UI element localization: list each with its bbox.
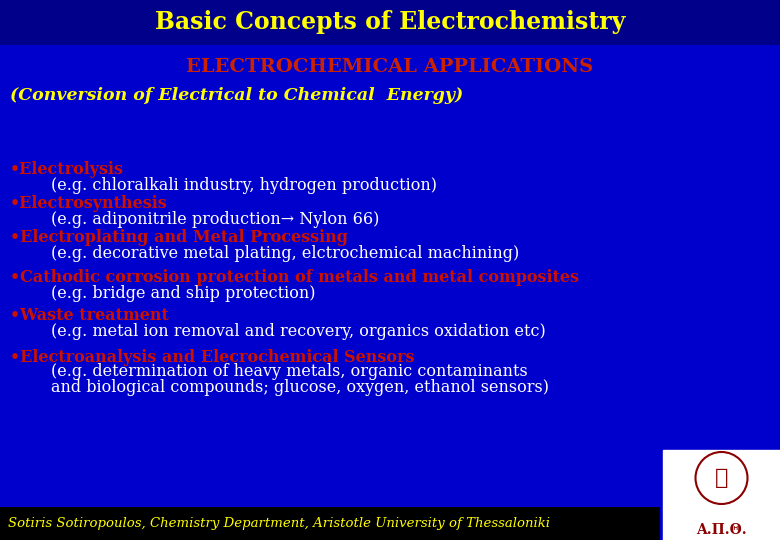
Bar <box>0 0 780 45</box>
Text: Sotiris Sotiropoulos, Chemistry Department, Aristotle University of Thessaloniki: Sotiris Sotiropoulos, Chemistry Departme… <box>8 517 550 530</box>
Text: •Waste treatment: •Waste treatment <box>10 307 169 325</box>
Circle shape <box>697 454 746 502</box>
Text: (e.g. adiponitrile production→ Nylon 66): (e.g. adiponitrile production→ Nylon 66) <box>10 212 379 228</box>
Text: •Electrosynthesis: •Electrosynthesis <box>10 195 168 213</box>
Text: (e.g. metal ion removal and recovery, organics oxidation etc): (e.g. metal ion removal and recovery, or… <box>10 323 546 341</box>
Text: and biological compounds; glucose, oxygen, ethanol sensors): and biological compounds; glucose, oxyge… <box>10 380 549 396</box>
Text: (e.g. chloralkali industry, hydrogen production): (e.g. chloralkali industry, hydrogen pro… <box>10 178 437 194</box>
Text: (Conversion of Electrical to Chemical  Energy): (Conversion of Electrical to Chemical En… <box>10 86 463 104</box>
Text: •Cathodic corrosion protection of metals and metal composites: •Cathodic corrosion protection of metals… <box>10 269 579 287</box>
Bar <box>663 450 780 540</box>
Text: •Electroanalysis and Elecrochemical Sensors: •Electroanalysis and Elecrochemical Sens… <box>10 349 414 367</box>
Text: ELECTROCHEMICAL APPLICATIONS: ELECTROCHEMICAL APPLICATIONS <box>186 58 594 76</box>
Text: •Electroplating and Metal Processing: •Electroplating and Metal Processing <box>10 230 348 246</box>
Text: Basic Concepts of Electrochemistry: Basic Concepts of Electrochemistry <box>154 10 626 35</box>
Text: (e.g. bridge and ship protection): (e.g. bridge and ship protection) <box>10 286 315 302</box>
Text: •Electrolysis: •Electrolysis <box>10 161 124 179</box>
Bar <box>0 507 660 540</box>
Text: 👤: 👤 <box>714 468 729 488</box>
Text: (e.g. determination of heavy metals, organic contaminants: (e.g. determination of heavy metals, org… <box>10 363 528 381</box>
Text: (e.g. decorative metal plating, elctrochemical machining): (e.g. decorative metal plating, elctroch… <box>10 246 519 262</box>
Text: Α.Π.Θ.: Α.Π.Θ. <box>697 523 746 537</box>
